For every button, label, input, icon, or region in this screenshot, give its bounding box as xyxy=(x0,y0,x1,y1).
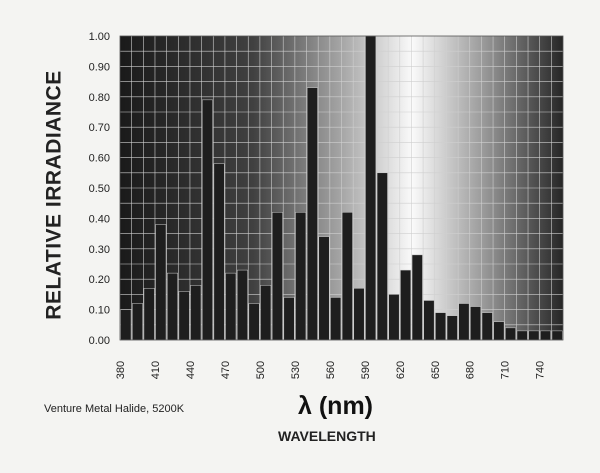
bar-730 xyxy=(528,330,540,341)
bar-620 xyxy=(400,269,412,341)
chart-caption: Venture Metal Halide, 5200K xyxy=(44,403,185,415)
bar-630 xyxy=(411,254,423,341)
y-tick-label: 0.80 xyxy=(89,92,110,104)
bar-720 xyxy=(516,330,528,341)
y-tick-label: 0.90 xyxy=(89,61,110,73)
bar-460 xyxy=(213,163,225,341)
y-tick-label: 0.00 xyxy=(89,335,110,347)
bar-450 xyxy=(201,99,213,341)
bar-440 xyxy=(190,285,202,341)
bar-400 xyxy=(143,288,155,341)
bar-660 xyxy=(446,315,458,341)
bar-750 xyxy=(551,330,563,341)
y-tick-label: 0.30 xyxy=(89,244,110,256)
bar-580 xyxy=(353,288,365,341)
x-tick-label: 410 xyxy=(150,361,162,379)
bar-600 xyxy=(376,172,388,341)
x-tick-label: 500 xyxy=(255,361,267,379)
x-tick-label: 380 xyxy=(115,361,127,379)
bar-380 xyxy=(120,309,132,341)
bar-540 xyxy=(306,87,318,341)
bar-700 xyxy=(493,321,505,341)
bar-690 xyxy=(481,312,493,341)
x-axis-label: WAVELENGTH xyxy=(278,428,376,444)
y-tick-label: 0.60 xyxy=(89,153,110,165)
bar-420 xyxy=(166,272,178,341)
bar-740 xyxy=(540,330,551,341)
bar-500 xyxy=(260,285,272,341)
x-tick-label: 470 xyxy=(220,361,232,379)
bar-410 xyxy=(155,224,167,341)
bar-490 xyxy=(248,303,260,341)
bar-680 xyxy=(470,306,482,341)
bar-650 xyxy=(435,312,447,341)
y-tick-label: 0.50 xyxy=(89,183,110,195)
y-tick-label: 0.10 xyxy=(89,305,110,317)
x-axis-symbol: λ (nm) xyxy=(298,392,373,420)
y-tick-label: 0.40 xyxy=(89,213,110,225)
bar-610 xyxy=(388,294,400,341)
bar-710 xyxy=(505,327,517,341)
x-tick-label: 560 xyxy=(325,361,337,379)
x-tick-label: 530 xyxy=(290,361,302,379)
bar-390 xyxy=(132,303,143,341)
bar-530 xyxy=(295,212,307,341)
x-tick-label: 590 xyxy=(360,361,372,379)
bar-520 xyxy=(283,297,295,341)
x-tick-label: 680 xyxy=(465,361,477,379)
x-tick-label: 710 xyxy=(500,361,512,379)
bar-590 xyxy=(365,35,377,341)
x-tick-label: 440 xyxy=(185,361,197,379)
x-tick-label: 740 xyxy=(535,361,547,379)
bar-670 xyxy=(458,303,470,341)
y-tick-label: 1.00 xyxy=(89,31,110,43)
y-tick-label: 0.20 xyxy=(89,274,110,286)
bar-430 xyxy=(178,291,190,341)
x-tick-label: 650 xyxy=(430,361,442,379)
bar-510 xyxy=(271,212,283,341)
bar-570 xyxy=(341,212,353,341)
x-tick-label: 620 xyxy=(395,361,407,379)
plot-border xyxy=(119,35,564,341)
bar-550 xyxy=(318,236,330,341)
bar-470 xyxy=(225,272,237,341)
bar-640 xyxy=(423,300,435,341)
y-axis-label-box: RELATIVE IRRADIANCE xyxy=(40,60,70,330)
y-tick-label: 0.70 xyxy=(89,122,110,134)
y-axis-label: RELATIVE IRRADIANCE xyxy=(43,70,67,320)
bar-480 xyxy=(236,269,248,341)
bar-560 xyxy=(330,297,342,341)
